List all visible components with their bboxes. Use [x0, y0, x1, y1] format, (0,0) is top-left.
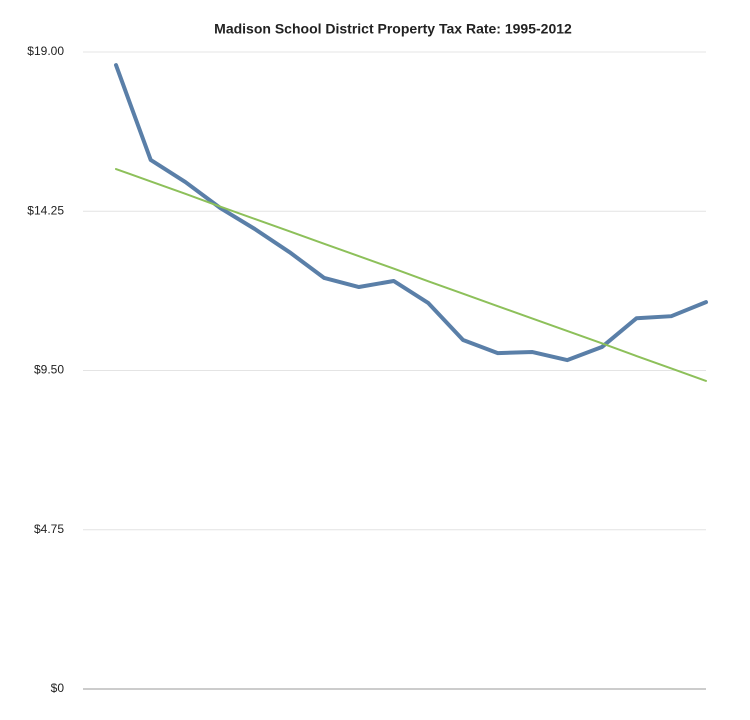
- y-tick-label: $14.25: [27, 203, 64, 217]
- chart-title: Madison School District Property Tax Rat…: [214, 21, 572, 37]
- y-tick-label: $19.00: [27, 44, 64, 58]
- y-tick-label: $0: [51, 681, 65, 695]
- y-tick-label: $4.75: [34, 522, 64, 536]
- data-line: [114, 63, 708, 363]
- y-tick-label: $9.50: [34, 363, 64, 377]
- data-line: [115, 168, 707, 382]
